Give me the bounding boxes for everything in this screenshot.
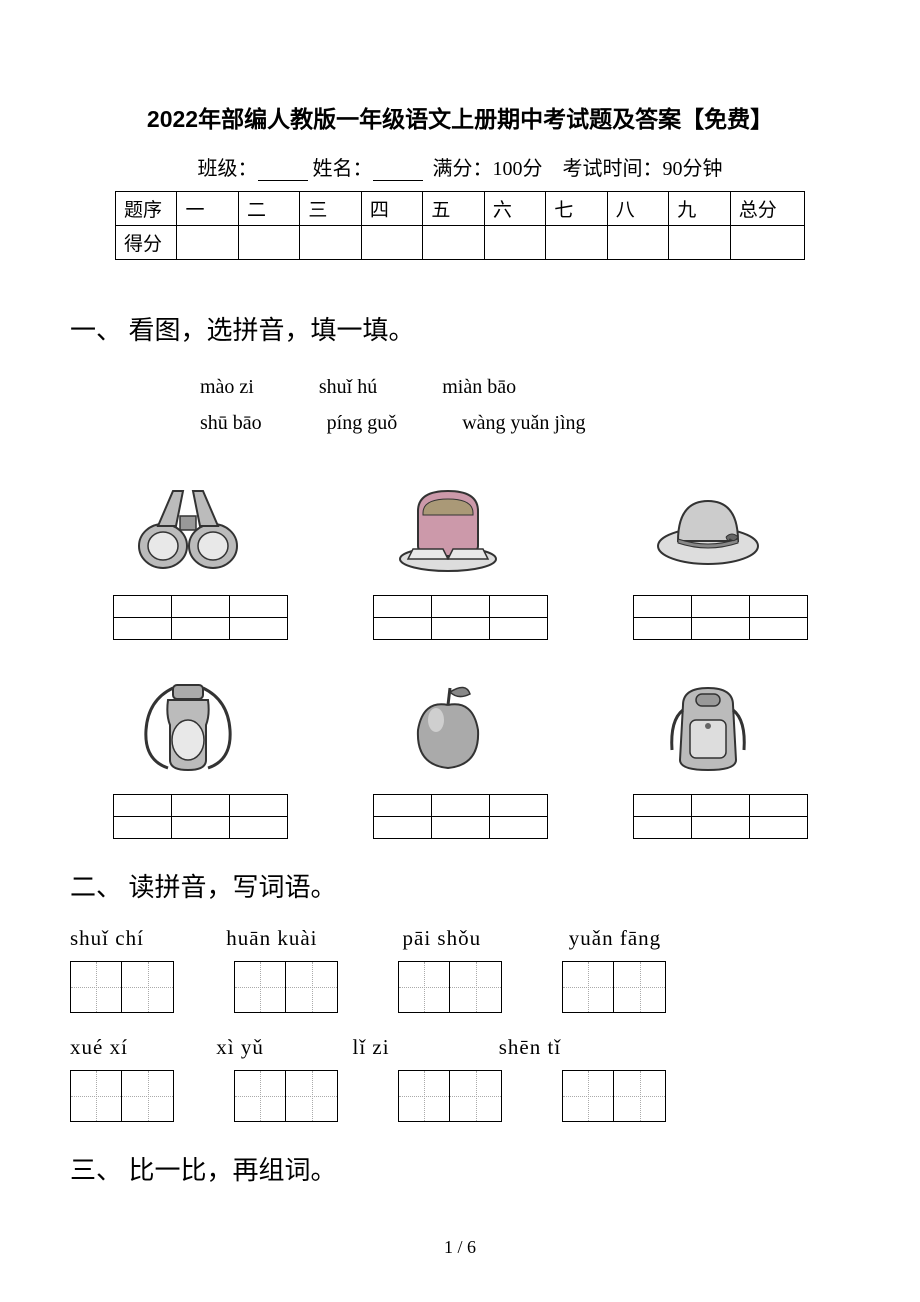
pinyin-word: lǐ zi [353,1035,493,1060]
score-table: 题序 一 二 三 四 五 六 七 八 九 总分 得分 [115,191,805,260]
grid-item-bottle [113,660,288,839]
pinyin-item: shuǐ hú [319,369,377,405]
icon-row-2 [70,660,850,839]
exam-time-label: 考试时间：90分钟 [563,158,723,180]
score-header-10: 总分 [730,192,804,226]
score-label: 得分 [116,226,177,260]
score-header-7: 七 [546,192,607,226]
class-label: 班级： [198,158,258,180]
hat-icon [633,461,783,591]
pinyin-word: shuǐ chí [70,926,220,951]
tianzige-pair [234,1070,338,1122]
icon-row-1 [70,461,850,640]
score-header-6: 六 [484,192,545,226]
tianzige-pair [398,1070,502,1122]
tianzige-pair [70,961,174,1013]
pinyin-row-1: shuǐ chí huān kuài pāi shǒu yuǎn fāng [70,926,850,951]
pinyin-word: huān kuài [226,926,396,951]
pinyin-row-2: xué xí xì yǔ lǐ zi shēn tǐ [70,1035,850,1060]
tianzige-pair [562,961,666,1013]
score-cell [607,226,668,260]
answer-grid [633,794,808,839]
bread-icon [373,461,523,591]
page-footer: 1 / 6 [70,1237,850,1258]
pinyin-item: miàn bāo [442,369,516,405]
tianzige-row-1 [70,961,850,1013]
tianzige-pair [234,961,338,1013]
score-cell [300,226,361,260]
tianzige-pair [562,1070,666,1122]
score-header-row: 题序 一 二 三 四 五 六 七 八 九 总分 [116,192,805,226]
pinyin-item: shū bāo [200,405,262,441]
score-cell [238,226,299,260]
score-header-4: 四 [361,192,422,226]
score-header-3: 三 [300,192,361,226]
pinyin-word: xì yǔ [216,1035,346,1060]
pinyin-word: pāi shǒu [403,926,563,951]
score-cell [361,226,422,260]
pinyin-item: mào zi [200,369,254,405]
backpack-icon [633,660,783,790]
binoculars-icon [113,461,263,591]
answer-grid [373,794,548,839]
grid-item-bread [373,461,548,640]
tianzige-pair [398,961,502,1013]
grid-item-backpack [633,660,808,839]
class-blank [258,163,308,181]
pinyin-item: píng guǒ [327,405,398,441]
score-cell [546,226,607,260]
grid-item-apple [373,660,548,839]
pinyin-word: yuǎn fāng [569,926,719,951]
water-bottle-icon [113,660,263,790]
grid-item-hat [633,461,808,640]
answer-grid [373,595,548,640]
score-cell [177,226,238,260]
score-header-0: 题序 [116,192,177,226]
answer-grid [113,794,288,839]
score-header-9: 九 [669,192,730,226]
section2-title: 二、 读拼音，写词语。 [70,867,850,904]
score-value-row: 得分 [116,226,805,260]
tianzige-row-2 [70,1070,850,1122]
score-header-1: 一 [177,192,238,226]
score-cell [484,226,545,260]
pinyin-word: shēn tǐ [499,1035,639,1060]
full-score-label: 满分：100分 [433,158,543,180]
score-cell [730,226,804,260]
info-line: 班级： 姓名： 满分：100分 考试时间：90分钟 [70,152,850,181]
apple-icon [373,660,523,790]
section1-title: 一、 看图，选拼音，填一填。 [70,310,850,347]
tianzige-pair [70,1070,174,1122]
answer-grid [633,595,808,640]
section3-title: 三、 比一比，再组词。 [70,1150,850,1187]
name-blank [373,163,423,181]
grid-item-binoculars [113,461,288,640]
score-header-2: 二 [238,192,299,226]
score-header-8: 八 [607,192,668,226]
pinyin-bank: mào zi shuǐ hú miàn bāo shū bāo píng guǒ… [200,369,850,441]
score-cell [423,226,484,260]
name-label: 姓名： [313,158,373,180]
answer-grid [113,595,288,640]
pinyin-item: wàng yuǎn jìng [462,405,585,441]
score-cell [669,226,730,260]
pinyin-word: xué xí [70,1035,210,1060]
page-title: 2022年部编人教版一年级语文上册期中考试题及答案【免费】 [70,100,850,134]
score-header-5: 五 [423,192,484,226]
